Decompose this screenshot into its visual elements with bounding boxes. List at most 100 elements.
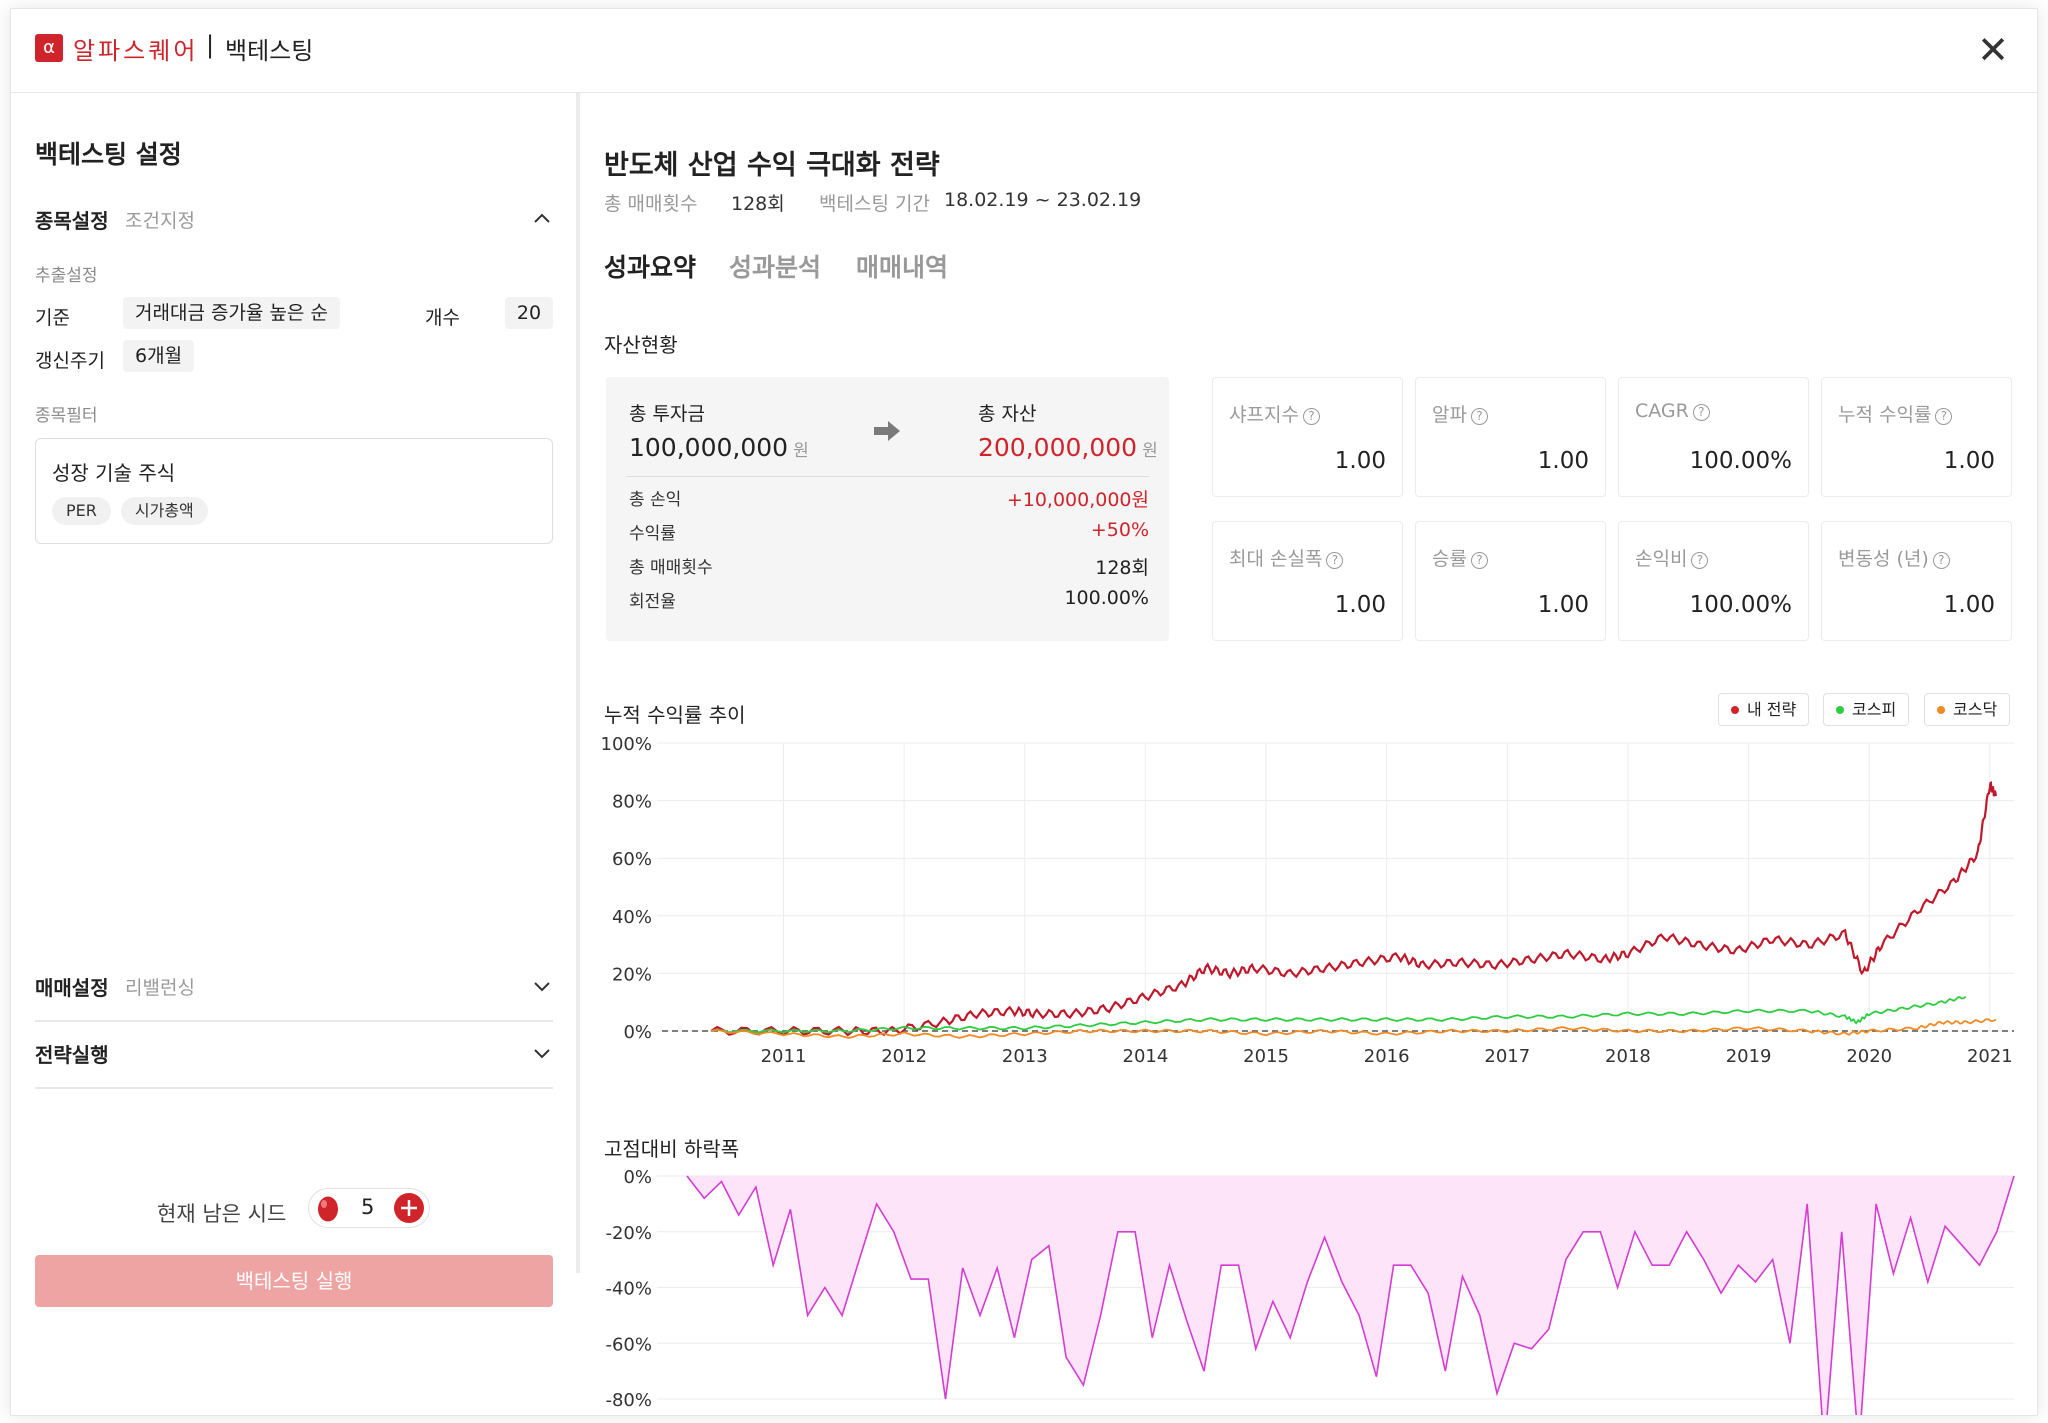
chevron-down-icon[interactable]	[531, 1040, 553, 1062]
y-tick-label: -40%	[605, 1279, 652, 1300]
add-seed-button[interactable]	[393, 1192, 425, 1228]
help-icon[interactable]: ?	[1932, 552, 1950, 569]
metric-label: CAGR	[1635, 400, 1689, 422]
legend-kosdaq[interactable]: 코스닥	[1924, 693, 2011, 726]
metric-label: 손익비	[1635, 548, 1688, 570]
invest-unit: 원	[793, 441, 809, 461]
period-label: 백테스팅 기간	[819, 193, 930, 215]
run-backtest-button[interactable]: 백테스팅 실행	[35, 1255, 553, 1307]
metric-card: 손익비? 100.00%	[1618, 521, 1809, 641]
tab-trade-history[interactable]: 매매내역	[856, 253, 949, 282]
panel-divider	[576, 93, 580, 1273]
asset-row-value: +10,000,000원	[1006, 489, 1149, 511]
y-tick-label: 0%	[623, 1022, 652, 1043]
help-icon[interactable]: ?	[1470, 408, 1488, 425]
trades-value: 128회	[731, 193, 785, 215]
stock-section-label[interactable]: 종목설정	[35, 209, 109, 233]
legend-my-strategy[interactable]: 내 전략	[1718, 693, 1810, 726]
seed-egg-icon	[315, 1193, 341, 1227]
drawdown-area	[687, 1176, 2014, 1415]
stock-section-sub: 조건지정	[125, 210, 195, 232]
seed-label: 현재 남은 시드	[157, 1202, 287, 1226]
x-tick-label: 2013	[1002, 1046, 1048, 1067]
legend-label: 코스닥	[1953, 700, 1998, 719]
metric-value: 100.00%	[1689, 448, 1792, 474]
total-asset-label: 총 자산	[978, 403, 1037, 425]
y-tick-label: 100%	[601, 734, 652, 755]
asset-row-value: 128회	[1095, 557, 1149, 579]
filter-name: 성장 기술 주식	[52, 461, 176, 485]
count-label: 개수	[425, 307, 460, 329]
legend-dot	[1937, 706, 1945, 714]
chevron-up-icon[interactable]	[531, 205, 553, 227]
criteria-select[interactable]: 거래대금 증가율 높은 순	[123, 297, 340, 329]
y-tick-label: 40%	[612, 907, 652, 928]
metric-label-wrap: 승률?	[1432, 544, 1488, 571]
filter-tag: 시가총액	[120, 497, 208, 525]
legend-label: 내 전략	[1747, 700, 1797, 719]
seed-count: 5	[361, 1195, 375, 1219]
asset-row-label: 회전율	[629, 592, 676, 612]
y-tick-label: -80%	[605, 1390, 652, 1411]
trade-section-label[interactable]: 매매설정	[35, 976, 109, 1000]
alphasquare-logo-icon: α	[35, 34, 63, 62]
help-icon[interactable]: ?	[1302, 408, 1320, 425]
metric-card: 샤프지수? 1.00	[1212, 377, 1403, 497]
filter-tags: PER 시가총액	[52, 497, 218, 525]
y-tick-label: 0%	[623, 1167, 652, 1188]
y-tick-label: -20%	[605, 1223, 652, 1244]
metric-value: 100.00%	[1689, 592, 1792, 618]
legend-label: 코스피	[1852, 700, 1897, 719]
tab-performance-summary[interactable]: 성과요약	[604, 253, 697, 282]
metric-label: 누적 수익률	[1838, 404, 1932, 426]
asset-row-value: +50%	[1090, 519, 1149, 541]
metric-label-wrap: 손익비?	[1635, 544, 1709, 571]
y-tick-label: 60%	[612, 849, 652, 870]
y-tick-label: -60%	[605, 1334, 652, 1355]
metric-value: 1.00	[1334, 592, 1386, 618]
backtest-modal: α 알파스퀘어 | 백테스팅 ✕ 백테스팅 설정 종목설정 조건지정 추출설정 …	[10, 8, 2038, 1416]
x-tick-label: 2018	[1605, 1046, 1651, 1067]
total-asset-value: 200,000,000	[978, 433, 1138, 462]
cumulative-return-chart: 100% 80% 60% 40% 20% 0% 2011 2012 2013 2014 2015 20…	[601, 734, 2014, 1067]
metric-card: 알파? 1.00	[1415, 377, 1606, 497]
metric-label: 승률	[1432, 548, 1467, 570]
results-panel: 반도체 산업 수익 극대화 전략 총 매매횟수 128회 백테스팅 기간 18.…	[580, 93, 2037, 1415]
asset-title: 자산현황	[604, 333, 678, 357]
metric-value: 1.00	[1334, 448, 1386, 474]
filter-label: 종목필터	[35, 406, 98, 426]
invest-value: 100,000,000	[629, 433, 789, 462]
help-icon[interactable]: ?	[1935, 408, 1953, 425]
stock-filter-card[interactable]: 성장 기술 주식 PER 시가총액	[35, 438, 553, 544]
help-icon[interactable]: ?	[1691, 552, 1709, 569]
drawdown-line	[686, 1175, 2015, 1415]
help-icon[interactable]: ?	[1470, 552, 1488, 569]
invest-label: 총 투자금	[629, 403, 705, 425]
x-tick-label: 2019	[1726, 1046, 1772, 1067]
tab-performance-analysis[interactable]: 성과분석	[729, 253, 822, 282]
filter-tag: PER	[52, 497, 111, 525]
header-title: 백테스팅	[225, 37, 314, 65]
strategy-title: 반도체 산업 수익 극대화 전략	[604, 150, 940, 181]
run-section-label[interactable]: 전략실행	[35, 1043, 109, 1067]
arrow-right-icon	[872, 419, 902, 447]
divider	[626, 476, 1149, 477]
cumulative-return-title: 누적 수익률 추이	[604, 703, 746, 727]
refresh-select[interactable]: 6개월	[123, 340, 195, 372]
metric-label-wrap: 최대 손실폭?	[1229, 544, 1344, 571]
help-icon[interactable]: ?	[1692, 404, 1710, 421]
metric-label-wrap: 누적 수익률?	[1838, 400, 1953, 427]
y-tick-label: 80%	[612, 792, 652, 813]
close-icon[interactable]: ✕	[1977, 28, 2009, 72]
metric-label: 최대 손실폭	[1229, 548, 1323, 570]
metric-label: 변동성 (년)	[1838, 548, 1929, 570]
count-input[interactable]: 20	[505, 297, 553, 329]
x-tick-label: 2017	[1484, 1046, 1530, 1067]
drawdown-chart: 0% -20% -40% -60% -80%	[605, 1167, 2015, 1415]
period-value: 18.02.19 ~ 23.02.19	[944, 189, 1142, 211]
help-icon[interactable]: ?	[1326, 552, 1344, 569]
asset-row-value: 100.00%	[1064, 587, 1149, 609]
criteria-label: 기준	[35, 307, 70, 329]
chevron-down-icon[interactable]	[531, 973, 553, 995]
legend-kospi[interactable]: 코스피	[1823, 693, 1910, 726]
